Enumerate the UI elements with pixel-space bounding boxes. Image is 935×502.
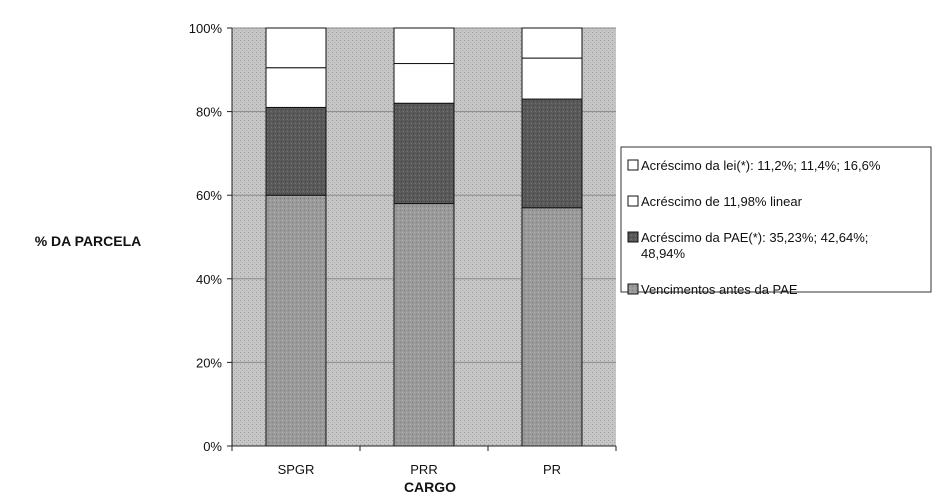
legend-label: Acréscimo da lei(*): 11,2%; 11,4%; 16,6%: [641, 158, 881, 173]
y-tick-label: 20%: [196, 355, 222, 370]
y-tick-label: 0%: [203, 439, 222, 454]
axes: 0% 20% 40% 60% 80% 100% SPGR PRR PR: [189, 21, 617, 477]
legend-swatch: [627, 159, 639, 171]
bar-segment: [521, 57, 583, 100]
bar-segment: [265, 106, 327, 196]
y-tick-label: 80%: [196, 105, 222, 120]
legend-swatch: [627, 283, 639, 295]
legend-label: Vencimentos antes da PAE: [641, 282, 798, 297]
bar-segment: [393, 102, 455, 205]
bar-segment: [393, 63, 455, 104]
bar-segment: [393, 203, 455, 447]
bars: [265, 27, 583, 447]
bar-segment: [521, 27, 583, 59]
legend-swatch: [627, 195, 639, 207]
y-axis-title: % DA PARCELA: [35, 233, 142, 249]
legend-label: 48,94%: [641, 246, 686, 261]
x-axis-title: CARGO: [404, 479, 456, 495]
x-tick-label: PRR: [410, 462, 437, 477]
legend-label: Acréscimo da PAE(*): 35,23%; 42,64%;: [641, 230, 868, 245]
x-tick-label: PR: [543, 462, 561, 477]
legend-box: [620, 146, 932, 293]
bar-segment: [265, 67, 327, 108]
x-tick-label: SPGR: [278, 462, 315, 477]
bar-segment: [521, 98, 583, 209]
y-tick-label: 40%: [196, 272, 222, 287]
legend: Acréscimo da lei(*): 11,2%; 11,4%; 16,6%…: [620, 146, 932, 297]
y-tick-label: 100%: [189, 21, 223, 36]
bar-segment: [265, 194, 327, 447]
bar-segment: [265, 27, 327, 69]
legend-label: Acréscimo de 11,98% linear: [641, 194, 803, 209]
bar-segment: [393, 27, 455, 65]
y-tick-label: 60%: [196, 188, 222, 203]
bar-segment: [521, 207, 583, 447]
legend-swatch: [627, 231, 639, 243]
